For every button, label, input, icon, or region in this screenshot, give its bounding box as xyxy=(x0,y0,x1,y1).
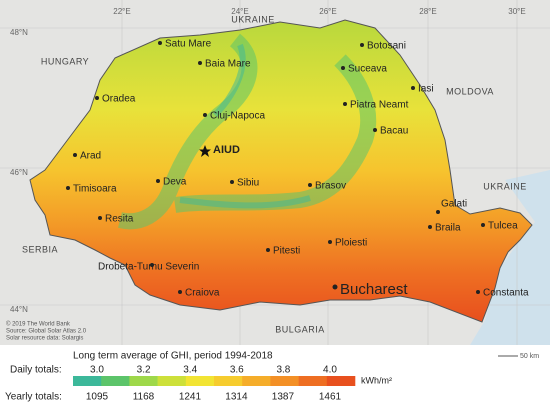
legend-swatch xyxy=(185,376,215,386)
city-dot xyxy=(98,216,102,220)
country-label: HUNGARY xyxy=(41,56,89,66)
city-dot xyxy=(150,263,154,267)
city-dot xyxy=(178,290,182,294)
graticule-label: 48°N xyxy=(10,28,28,37)
credit: Source: Global Solar Atlas 2.0 xyxy=(6,329,87,335)
city-dot xyxy=(156,179,160,183)
city-label: Pitesti xyxy=(273,246,300,257)
city-label: Sibiu xyxy=(237,178,259,189)
city-label: Piatra Neamt xyxy=(350,100,409,111)
city-dot xyxy=(66,186,70,190)
legend-daily-label: Daily totals: xyxy=(10,365,62,376)
yearly-tick-label: 1241 xyxy=(179,392,202,403)
yearly-tick-label: 1387 xyxy=(272,392,295,403)
legend-swatch xyxy=(298,376,328,386)
legend-swatch xyxy=(270,376,299,386)
city-label: Oradea xyxy=(102,94,136,105)
graticule-label: 44°N xyxy=(10,305,28,314)
country-label: SERBIA xyxy=(22,244,58,254)
city-dot xyxy=(436,210,440,214)
city-dot xyxy=(476,290,480,294)
city-label: Craiova xyxy=(185,288,220,299)
city-label: Timisoara xyxy=(73,184,117,195)
city-dot xyxy=(73,153,77,157)
graticule-label: 24°E xyxy=(231,7,248,16)
yearly-tick-label: 1314 xyxy=(225,392,248,403)
city-label: Botosani xyxy=(367,41,406,52)
city-dot xyxy=(373,128,377,132)
country-label: UKRAINE xyxy=(483,181,527,191)
city-label: Suceava xyxy=(348,64,387,75)
city-label: Brasov xyxy=(315,181,346,192)
yearly-tick-label: 1461 xyxy=(319,392,342,403)
city-label: Iasi xyxy=(418,84,434,95)
credit: © 2019 The World Bank xyxy=(6,321,71,328)
legend-yearly-label: Yearly totals: xyxy=(5,392,62,403)
credit: Solar resource data: Solargis xyxy=(6,336,83,342)
city-label: Baia Mare xyxy=(205,59,251,70)
city-dot xyxy=(428,225,432,229)
legend-unit: kWh/m² xyxy=(361,375,392,385)
city-label: Satu Mare xyxy=(165,39,212,50)
graticule-label: 22°E xyxy=(113,7,130,16)
city-dot xyxy=(266,248,270,252)
country-label: MOLDOVA xyxy=(446,86,494,96)
city-dot xyxy=(95,96,99,100)
legend-swatch xyxy=(129,376,158,386)
graticule-label: 46°N xyxy=(10,168,28,177)
city-dot xyxy=(341,66,345,70)
graticule-label: 28°E xyxy=(419,7,436,16)
city-dot xyxy=(203,113,207,117)
legend-swatch xyxy=(214,376,243,386)
city-dot xyxy=(411,86,415,90)
aiud-star xyxy=(199,145,211,157)
daily-tick-label: 3.0 xyxy=(90,365,104,376)
city-dot xyxy=(158,41,162,45)
legend-swatch xyxy=(101,376,130,386)
city-dot xyxy=(230,180,234,184)
legend-swatch xyxy=(326,376,356,386)
city-label: Drobeta-Turnu Severin xyxy=(98,262,199,273)
scale-label: 50 km xyxy=(520,353,539,360)
city-label: Ploiesti xyxy=(335,238,367,249)
black-sea xyxy=(470,170,550,345)
capital-dot xyxy=(332,284,338,290)
graticule-label: 26°E xyxy=(319,7,336,16)
city-label: Constanta xyxy=(483,288,529,299)
legend-title: Long term average of GHI, period 1994-20… xyxy=(73,351,273,362)
city-dot xyxy=(343,102,347,106)
country-label: BULGARIA xyxy=(275,324,325,334)
yearly-tick-label: 1168 xyxy=(133,392,155,403)
city-label: Resita xyxy=(105,214,134,225)
city-dot xyxy=(198,61,202,65)
legend-swatch xyxy=(73,376,102,386)
daily-tick-label: 3.4 xyxy=(183,365,197,376)
legend-swatch xyxy=(157,376,187,386)
graticule-label: 30°E xyxy=(508,7,525,16)
daily-tick-label: 3.8 xyxy=(276,365,290,376)
daily-tick-label: 3.6 xyxy=(230,365,244,376)
yearly-tick-label: 1095 xyxy=(86,392,109,403)
city-label: Arad xyxy=(80,151,101,162)
city-dot xyxy=(328,240,332,244)
highlight-label: AIUD xyxy=(213,144,240,156)
city-label: Tulcea xyxy=(488,221,518,232)
city-label: Cluj-Napoca xyxy=(210,111,265,122)
country-label: UKRAINE xyxy=(231,14,275,24)
legend-swatch xyxy=(242,376,271,386)
capital-label: Bucharest xyxy=(340,281,408,298)
daily-tick-label: 4.0 xyxy=(323,365,337,376)
city-label: Deva xyxy=(163,177,187,188)
daily-tick-label: 3.2 xyxy=(137,365,151,376)
city-label: Braila xyxy=(435,223,461,234)
city-label: Galati xyxy=(441,199,467,210)
city-dot xyxy=(360,43,364,47)
city-dot xyxy=(481,223,485,227)
city-label: Bacau xyxy=(380,126,408,137)
city-dot xyxy=(308,183,312,187)
